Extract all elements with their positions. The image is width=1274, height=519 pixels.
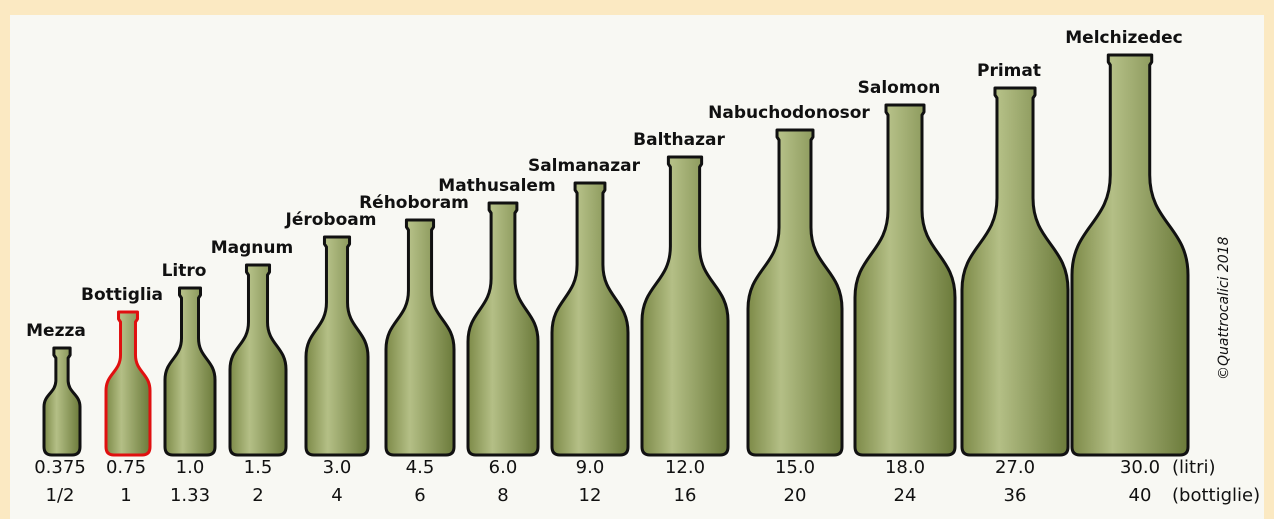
liters: 9.0: [576, 457, 605, 478]
bottle-name: Réhoboram: [359, 193, 469, 213]
bottle-name: Bottiglia: [81, 285, 163, 305]
bottle-name: Mathusalem: [438, 176, 555, 196]
bottle-name: Melchizedec: [1065, 28, 1182, 48]
bottle-name: Litro: [162, 261, 207, 281]
bottles-unit: (bottiglie): [1172, 485, 1260, 506]
liters: 0.75: [106, 457, 146, 478]
bottle-count: 16: [674, 485, 697, 506]
bottle-count: 1/2: [46, 485, 75, 506]
bottle-name: Nabuchodonosor: [708, 103, 870, 123]
liters: 4.5: [406, 457, 435, 478]
infographic: (litri) (bottiglie) ©Quattrocalici 2018 …: [0, 0, 1274, 519]
liters: 30.0: [1120, 457, 1160, 478]
bottle-count: 40: [1129, 485, 1152, 506]
liters: 6.0: [489, 457, 518, 478]
bottle-count: 20: [784, 485, 807, 506]
bottle-count: 1: [120, 485, 131, 506]
bottle-name: Primat: [977, 61, 1041, 81]
bottle-count: 6: [414, 485, 425, 506]
copyright: ©Quattrocalici 2018: [1216, 236, 1232, 380]
liters: 18.0: [885, 457, 925, 478]
liters-unit: (litri): [1172, 457, 1216, 478]
canvas: (litri) (bottiglie) ©Quattrocalici 2018 …: [0, 0, 1274, 519]
bottle-count: 36: [1004, 485, 1027, 506]
liters: 1.5: [244, 457, 273, 478]
bottle-name: Mezza: [26, 321, 86, 341]
liters: 12.0: [665, 457, 705, 478]
bottle-count: 1.33: [170, 485, 210, 506]
bottle-count: 2: [252, 485, 263, 506]
liters: 27.0: [995, 457, 1035, 478]
bottle-name: Balthazar: [633, 130, 725, 150]
liters: 15.0: [775, 457, 815, 478]
bottle-name: Magnum: [211, 238, 293, 258]
bottle-name: Salmanazar: [528, 156, 641, 176]
liters: 0.375: [34, 457, 86, 478]
bottle-name: Salomon: [858, 78, 941, 98]
bottle-count: 12: [579, 485, 602, 506]
liters: 1.0: [176, 457, 205, 478]
bottle-count: 24: [894, 485, 917, 506]
liters: 3.0: [323, 457, 352, 478]
bottle-name: Jéroboam: [285, 210, 377, 230]
bottle-count: 4: [331, 485, 342, 506]
bottle-count: 8: [497, 485, 508, 506]
